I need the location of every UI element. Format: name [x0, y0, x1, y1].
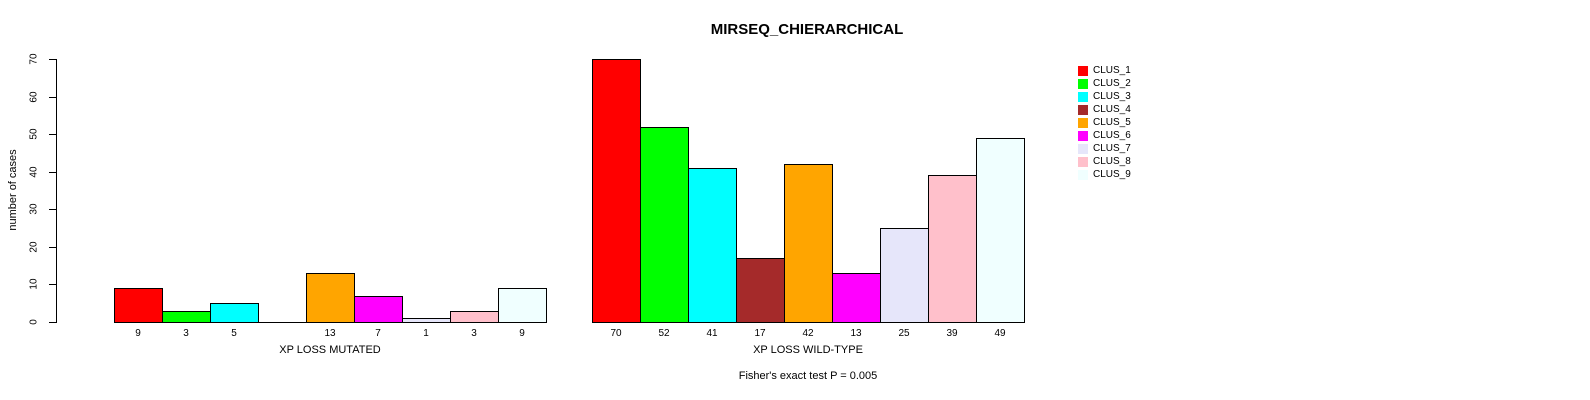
bar-clus_5: [306, 273, 355, 323]
bar-clus_6: [832, 273, 881, 323]
bar-value-label: 39: [946, 328, 958, 339]
bar-value-label: 52: [658, 328, 670, 339]
y-axis-tick-label: 60: [28, 91, 40, 103]
chart-title: MIRSEQ_CHIERARCHICAL: [710, 21, 904, 38]
y-axis-tick: [49, 209, 56, 210]
bar-clus_9: [498, 288, 547, 323]
y-axis-tick-label: 40: [28, 166, 40, 178]
bar-value-label: 9: [135, 328, 141, 339]
bar-clus_9: [976, 138, 1025, 323]
y-axis-tick: [49, 97, 56, 98]
bar-clus_1: [592, 59, 641, 323]
legend-label-clus_3: CLUS_3: [1093, 91, 1131, 102]
bar-value-label: 3: [471, 328, 477, 339]
bar-value-label: 70: [610, 328, 622, 339]
y-axis-tick-label: 70: [28, 53, 40, 65]
bar-value-label: 17: [754, 328, 766, 339]
bar-clus_2: [162, 311, 211, 323]
y-axis-label: number of cases: [7, 149, 19, 231]
y-axis-tick: [49, 247, 56, 248]
y-axis-tick: [49, 134, 56, 135]
bar-value-label: 42: [802, 328, 814, 339]
legend-swatch-clus_7: [1078, 144, 1088, 154]
legend-swatch-clus_1: [1078, 66, 1088, 76]
y-axis-tick: [49, 322, 56, 323]
legend-label-clus_5: CLUS_5: [1093, 117, 1131, 128]
bar-clus_1: [114, 288, 163, 323]
bar-clus_6: [354, 296, 403, 323]
y-axis-tick-label: 20: [28, 241, 40, 253]
bar-value-label: 7: [375, 328, 381, 339]
y-axis-line: [56, 59, 57, 323]
legend-swatch-clus_2: [1078, 79, 1088, 89]
legend-swatch-clus_9: [1078, 170, 1088, 180]
legend-label-clus_8: CLUS_8: [1093, 156, 1131, 167]
y-axis-tick: [49, 284, 56, 285]
legend-swatch-clus_6: [1078, 131, 1088, 141]
bar-value-label: 5: [231, 328, 237, 339]
x-axis-group-label-mutated: XP LOSS MUTATED: [279, 344, 381, 356]
bar-clus_3: [210, 303, 259, 323]
legend-label-clus_1: CLUS_1: [1093, 65, 1131, 76]
y-axis-tick-label: 30: [28, 203, 40, 215]
legend-label-clus_9: CLUS_9: [1093, 169, 1131, 180]
legend-label-clus_2: CLUS_2: [1093, 78, 1131, 89]
bar-clus_3: [688, 168, 737, 323]
bar-value-label: 9: [519, 328, 525, 339]
legend-swatch-clus_4: [1078, 105, 1088, 115]
x-axis-group-label-wild-type: XP LOSS WILD-TYPE: [753, 344, 863, 356]
bar-clus_8: [450, 311, 499, 323]
bar-value-label: 13: [324, 328, 336, 339]
bar-value-label: 25: [898, 328, 910, 339]
legend-swatch-clus_3: [1078, 92, 1088, 102]
bar-clus_4: [736, 258, 785, 323]
legend-label-clus_7: CLUS_7: [1093, 143, 1131, 154]
legend-swatch-clus_8: [1078, 157, 1088, 167]
y-axis-tick: [49, 172, 56, 173]
legend-swatch-clus_5: [1078, 118, 1088, 128]
bar-clus_7: [880, 228, 929, 323]
bar-value-label: 3: [183, 328, 189, 339]
y-axis-tick-label: 0: [28, 319, 40, 325]
fisher-test-annotation: Fisher's exact test P = 0.005: [738, 370, 878, 382]
y-axis-tick: [49, 59, 56, 60]
y-axis-tick-label: 50: [28, 128, 40, 140]
bar-clus_8: [928, 175, 977, 323]
bar-clus_5: [784, 164, 833, 323]
bar-value-label: 41: [706, 328, 718, 339]
legend-label-clus_6: CLUS_6: [1093, 130, 1131, 141]
bar-value-label: 49: [994, 328, 1006, 339]
legend-label-clus_4: CLUS_4: [1093, 104, 1131, 115]
bar-value-label: 1: [423, 328, 429, 339]
bar-clus_7: [402, 318, 451, 323]
bar-clus_2: [640, 127, 689, 323]
bar-value-label: 13: [850, 328, 862, 339]
y-axis-tick-label: 10: [28, 278, 40, 290]
